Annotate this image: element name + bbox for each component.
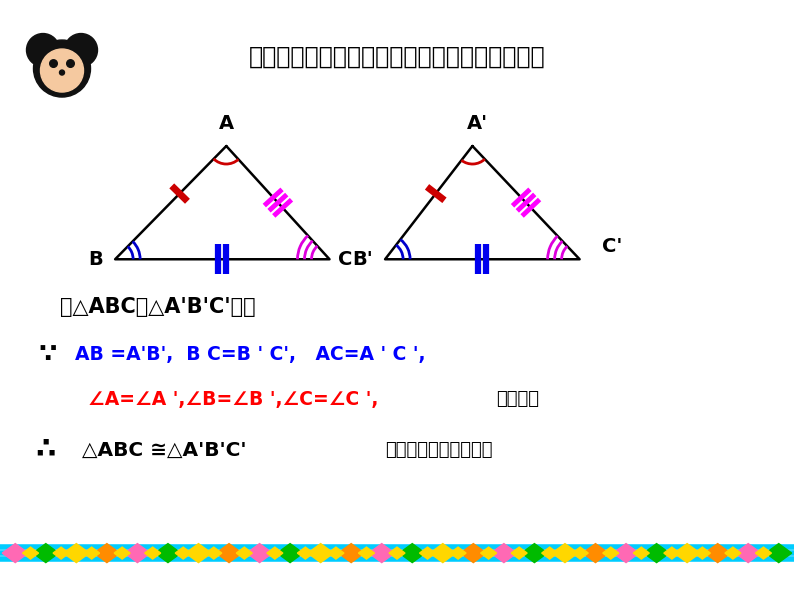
Polygon shape: [461, 544, 487, 563]
Polygon shape: [583, 544, 608, 563]
Polygon shape: [450, 547, 466, 559]
Polygon shape: [114, 547, 130, 559]
Polygon shape: [22, 547, 39, 559]
Polygon shape: [237, 547, 252, 559]
Text: ∠A=∠A ',∠B=∠B ',∠C=∠C ',: ∠A=∠A ',∠B=∠B ',∠C=∠C ',: [75, 390, 379, 409]
Text: A': A': [467, 114, 488, 133]
Polygon shape: [186, 544, 211, 563]
Text: B: B: [88, 250, 103, 269]
Polygon shape: [2, 544, 29, 563]
Polygon shape: [338, 544, 364, 563]
Polygon shape: [491, 544, 517, 563]
Polygon shape: [695, 547, 711, 559]
Polygon shape: [735, 544, 761, 563]
Polygon shape: [307, 544, 333, 563]
Polygon shape: [64, 544, 90, 563]
Polygon shape: [53, 547, 69, 559]
Polygon shape: [644, 544, 669, 563]
Text: △ABC ≅△A'B'C': △ABC ≅△A'B'C': [75, 440, 247, 460]
Polygon shape: [664, 547, 680, 559]
Polygon shape: [522, 544, 547, 563]
Polygon shape: [247, 544, 272, 563]
Polygon shape: [94, 544, 120, 563]
Polygon shape: [125, 544, 150, 563]
Polygon shape: [389, 547, 405, 559]
Polygon shape: [145, 547, 160, 559]
Polygon shape: [572, 547, 588, 559]
Circle shape: [64, 33, 98, 67]
Circle shape: [67, 60, 75, 67]
Circle shape: [33, 40, 91, 97]
Circle shape: [50, 60, 57, 67]
Polygon shape: [725, 547, 741, 559]
Text: A: A: [218, 114, 234, 133]
Polygon shape: [277, 544, 303, 563]
Text: （已知）: （已知）: [496, 390, 539, 408]
Text: 在△ABC和△A'B'C'中，: 在△ABC和△A'B'C'中，: [60, 297, 255, 317]
Polygon shape: [298, 547, 314, 559]
Polygon shape: [755, 547, 772, 559]
Polygon shape: [328, 547, 344, 559]
Circle shape: [26, 33, 60, 67]
Polygon shape: [216, 544, 242, 563]
Circle shape: [40, 49, 83, 92]
Polygon shape: [542, 547, 557, 559]
Polygon shape: [267, 547, 283, 559]
Text: B': B': [353, 250, 373, 269]
Polygon shape: [155, 544, 181, 563]
Polygon shape: [206, 547, 222, 559]
Polygon shape: [175, 547, 191, 559]
Polygon shape: [704, 544, 730, 563]
Polygon shape: [511, 547, 527, 559]
Polygon shape: [419, 547, 436, 559]
Polygon shape: [368, 544, 395, 563]
Polygon shape: [765, 544, 792, 563]
Polygon shape: [399, 544, 426, 563]
Polygon shape: [83, 547, 99, 559]
Text: ∴: ∴: [36, 436, 56, 464]
Polygon shape: [613, 544, 639, 563]
Polygon shape: [552, 544, 578, 563]
Text: （全等三角形的定义）: （全等三角形的定义）: [385, 441, 492, 459]
Polygon shape: [674, 544, 700, 563]
Text: 用全等三角形的定义来判定两个三角形是否全等: 用全等三角形的定义来判定两个三角形是否全等: [249, 45, 545, 69]
Text: C: C: [337, 250, 352, 269]
Text: C': C': [602, 237, 622, 256]
Polygon shape: [480, 547, 496, 559]
Polygon shape: [430, 544, 456, 563]
Polygon shape: [33, 544, 59, 563]
Polygon shape: [634, 547, 649, 559]
Text: ∵: ∵: [38, 342, 56, 368]
Circle shape: [60, 70, 64, 75]
Polygon shape: [603, 547, 619, 559]
Polygon shape: [358, 547, 375, 559]
Text: AB =A'B',  B C=B ' C',   AC=A ' C ',: AB =A'B', B C=B ' C', AC=A ' C ',: [75, 345, 426, 364]
